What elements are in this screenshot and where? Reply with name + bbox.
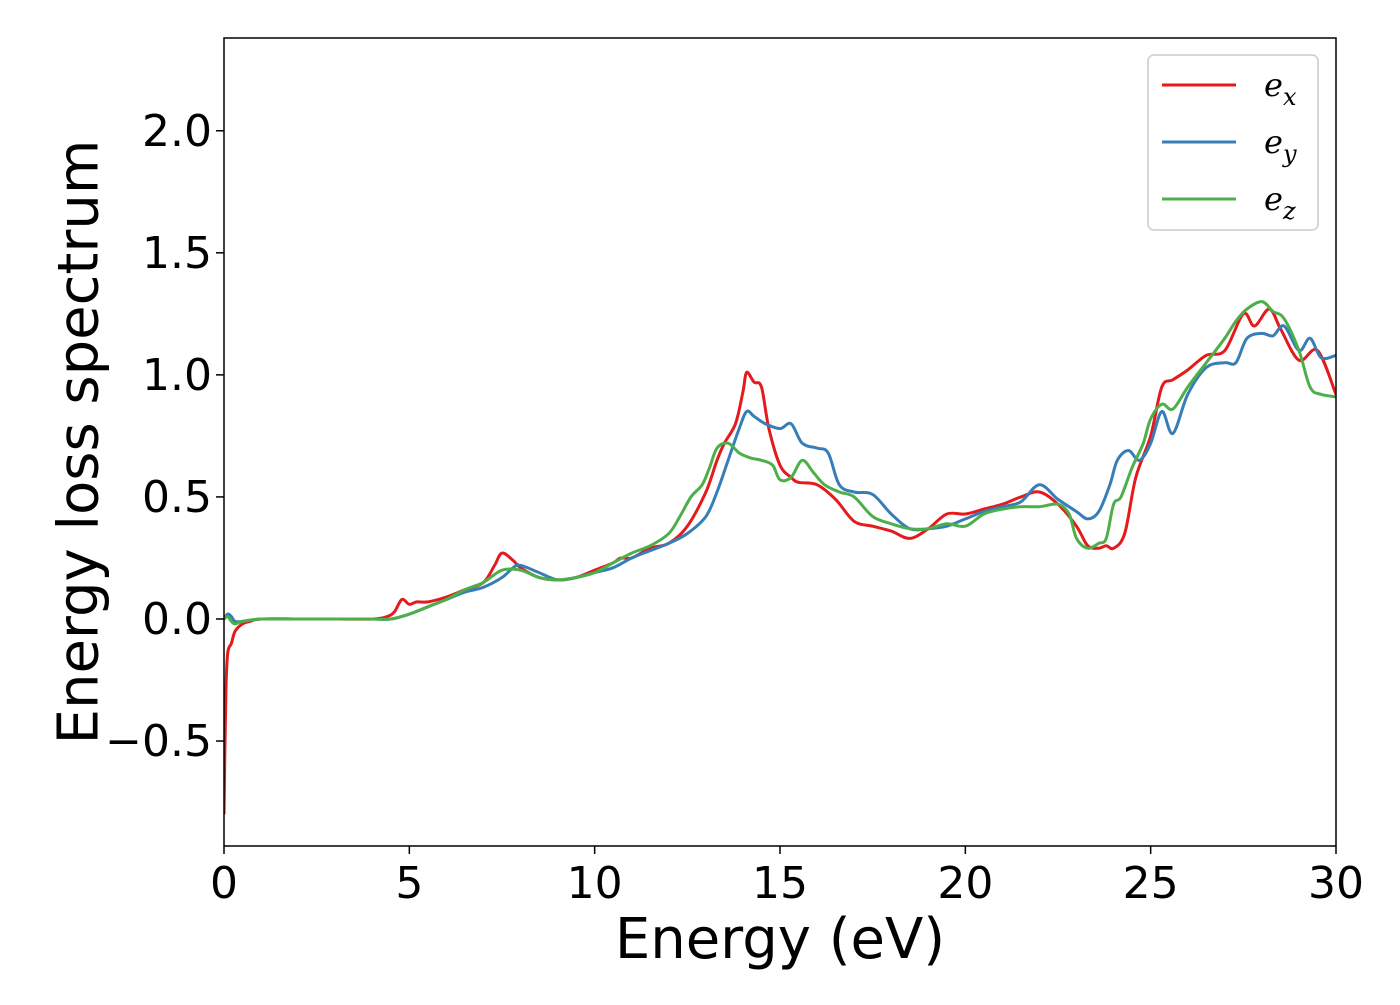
series-line-ez [224, 300, 1336, 626]
y-tick-label: −0.5 [105, 716, 212, 767]
x-tick-label: 25 [1123, 858, 1179, 909]
y-tick-label: 0.0 [142, 594, 212, 645]
y-tick-label: 1.5 [142, 228, 212, 279]
legend-label-subscript: x [1283, 83, 1297, 111]
x-tick-label: 15 [752, 858, 808, 909]
x-tick-label: 20 [937, 858, 993, 909]
x-tick-label: 0 [210, 858, 238, 909]
x-tick-label: 10 [567, 858, 623, 909]
y-axis-label: Energy loss spectrum [47, 140, 112, 745]
y-tick-label: 2.0 [142, 106, 212, 157]
x-axis-ticks: 0 5 10 15 20 25 30 [210, 846, 1364, 909]
legend-label-base: e [1264, 123, 1283, 161]
y-tick-label: 0.5 [142, 472, 212, 523]
legend-label-base: e [1264, 66, 1283, 104]
x-axis-label: Energy (eV) [615, 907, 945, 972]
legend-label-subscript: y [1282, 140, 1297, 168]
y-axis-ticks: −0.5 0.0 0.5 1.0 1.5 2.0 [105, 106, 224, 767]
x-tick-label: 30 [1308, 858, 1364, 909]
series-lines [224, 300, 1336, 815]
legend-label-base: e [1264, 180, 1283, 218]
x-tick-label: 5 [395, 858, 423, 909]
legend-label: ez [1264, 180, 1296, 225]
legend-label: ex [1264, 66, 1297, 111]
legend-label: ey [1264, 123, 1297, 168]
series-line-ey [224, 324, 1336, 624]
legend-label-subscript: z [1282, 197, 1296, 225]
series-line-ex [224, 307, 1336, 815]
y-tick-label: 1.0 [142, 350, 212, 401]
